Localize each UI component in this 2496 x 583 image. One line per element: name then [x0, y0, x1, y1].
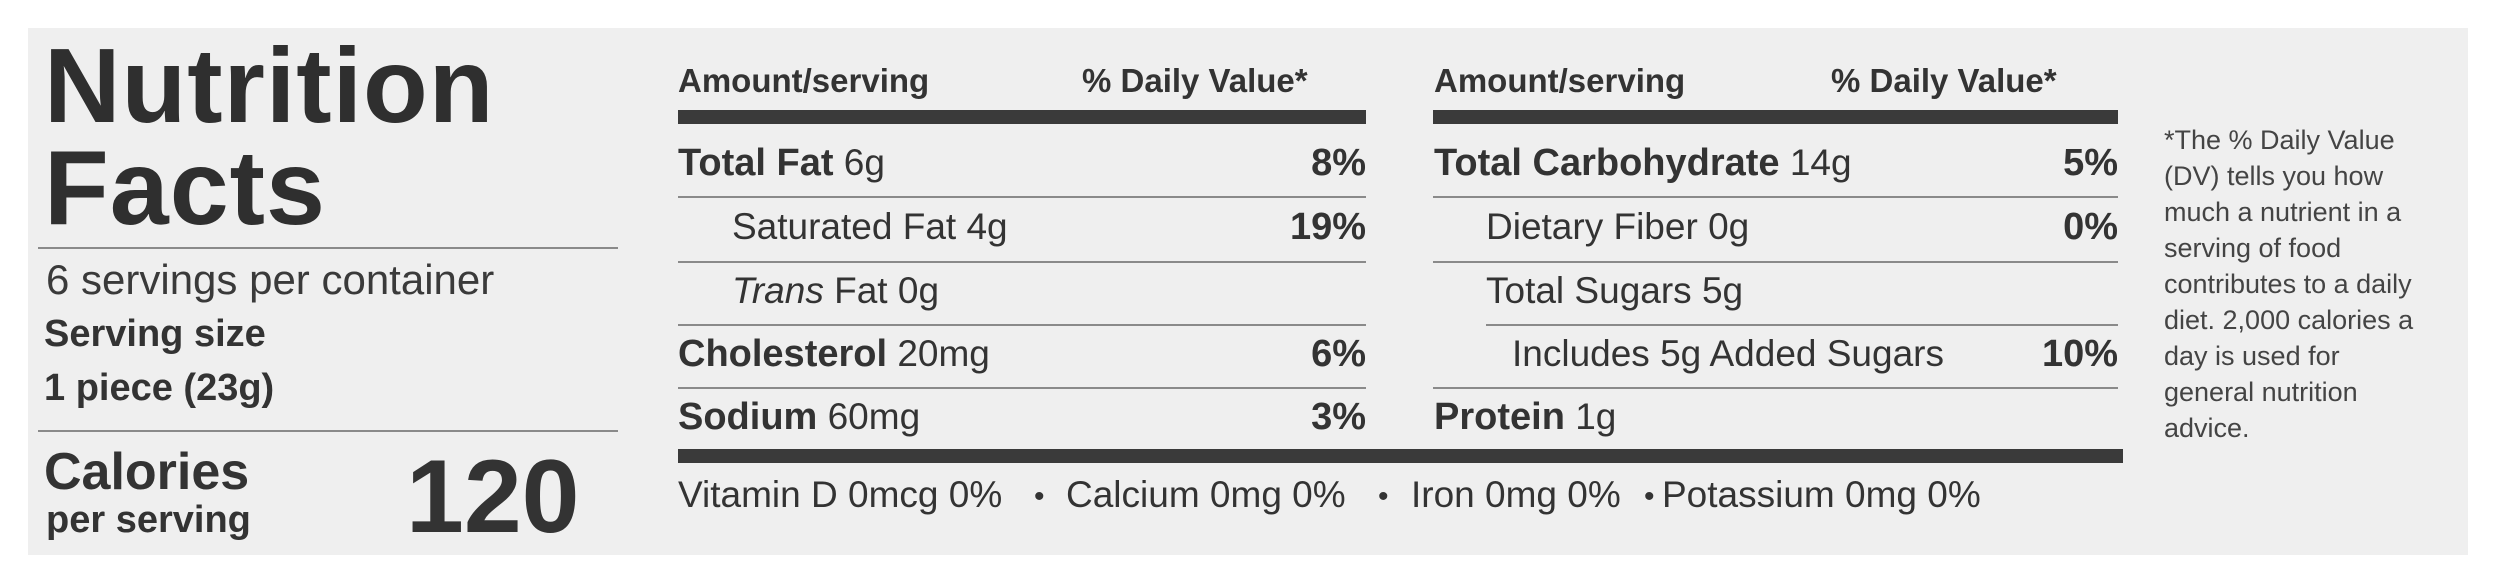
potassium: Potassium 0mg 0% [1662, 474, 1981, 515]
row-sodium: Sodium 60mg [678, 396, 920, 439]
thick-rule [678, 110, 1366, 124]
iron: Iron 0mg 0% [1411, 474, 1621, 515]
title-line-2: Facts [44, 129, 326, 247]
vitamin-d: Vitamin D 0mcg 0% [678, 474, 1003, 515]
row-total-sugars: Total Sugars 5g [1486, 270, 1743, 312]
row-dietary-fiber: Dietary Fiber 0g [1486, 206, 1749, 248]
calories-sublabel: per serving [46, 499, 251, 541]
left-header-dv: % Daily Value* [1082, 62, 1308, 99]
nutrient-name: Includes 5g Added Sugars [1512, 333, 1944, 374]
dv-total-fat: 8% [1311, 142, 1366, 184]
nutrient-amount: 0g [1708, 206, 1750, 247]
dv-dietary-fiber: 0% [2063, 206, 2118, 248]
calories-value: 120 [406, 439, 580, 555]
divider [38, 247, 618, 249]
nutrient-name: Saturated Fat [732, 206, 957, 247]
thick-rule-bottom [678, 449, 2123, 463]
nutrient-name: Trans [732, 270, 824, 311]
nutrient-amount: 20mg [897, 333, 990, 374]
dv-cholesterol: 6% [1311, 333, 1366, 375]
divider [38, 430, 618, 432]
dv-saturated-fat: 19% [1289, 206, 1366, 248]
nutrient-amount: 6g [843, 142, 885, 183]
dv-sodium: 3% [1311, 396, 1366, 438]
row-trans-fat: Trans Fat 0g [732, 270, 939, 312]
row-divider [678, 324, 1366, 326]
nutrient-amount: 4g [966, 206, 1008, 247]
nutrient-name: Sodium [678, 396, 818, 438]
nutrient-amount: 1g [1575, 396, 1617, 437]
right-header-dv: % Daily Value* [1831, 62, 2057, 99]
nutrient-name: Total Sugars [1486, 270, 1692, 311]
calcium: Calcium 0mg 0% [1066, 474, 1346, 515]
nutrition-facts-panel: Nutrition Facts 6 servings per container… [28, 28, 2468, 555]
nutrient-name: Total Carbohydrate [1434, 142, 1780, 184]
nutrient-name: Dietary Fiber [1486, 206, 1698, 247]
nutrient-amount: 5g [1701, 270, 1744, 311]
row-saturated-fat: Saturated Fat 4g [732, 206, 1008, 248]
row-divider [1486, 324, 2118, 326]
nutrient-amount: Fat 0g [834, 270, 940, 311]
right-header-amount: Amount/serving [1434, 62, 1686, 99]
dv-added-sugars: 10% [2041, 333, 2118, 375]
daily-value-footnote: *The % Daily Value (DV) tells you how mu… [2164, 125, 2414, 443]
nutrient-amount: 60mg [827, 396, 921, 437]
thick-rule [1433, 110, 2118, 124]
separator-dot: • [1378, 480, 1389, 513]
row-divider [678, 261, 1366, 263]
row-divider [1433, 387, 2118, 389]
row-protein: Protein 1g [1434, 396, 1616, 439]
serving-size-value: 1 piece (23g) [44, 367, 275, 409]
row-divider [678, 387, 1366, 389]
nutrient-amount: 14g [1789, 142, 1852, 183]
row-added-sugars: Includes 5g Added Sugars [1512, 333, 1944, 375]
row-divider [1433, 196, 2118, 198]
row-total-carbohydrate: Total Carbohydrate 14g [1434, 142, 1852, 185]
serving-size-label: Serving size [44, 313, 266, 355]
title-line-1: Nutrition [44, 27, 495, 145]
row-cholesterol: Cholesterol 20mg [678, 333, 990, 376]
separator-dot: • [1644, 480, 1655, 513]
left-header-amount: Amount/serving [678, 62, 930, 99]
servings-per-container: 6 servings per container [46, 256, 495, 303]
row-divider [1433, 261, 2118, 263]
nutrient-name: Protein [1434, 396, 1565, 438]
nutrient-name: Cholesterol [678, 333, 888, 375]
row-divider [678, 196, 1366, 198]
nutrient-name: Total Fat [678, 142, 834, 184]
separator-dot: • [1034, 480, 1045, 513]
dv-total-carbohydrate: 5% [2063, 142, 2118, 184]
calories-label: Calories [44, 443, 250, 501]
row-total-fat: Total Fat 6g [678, 142, 885, 185]
